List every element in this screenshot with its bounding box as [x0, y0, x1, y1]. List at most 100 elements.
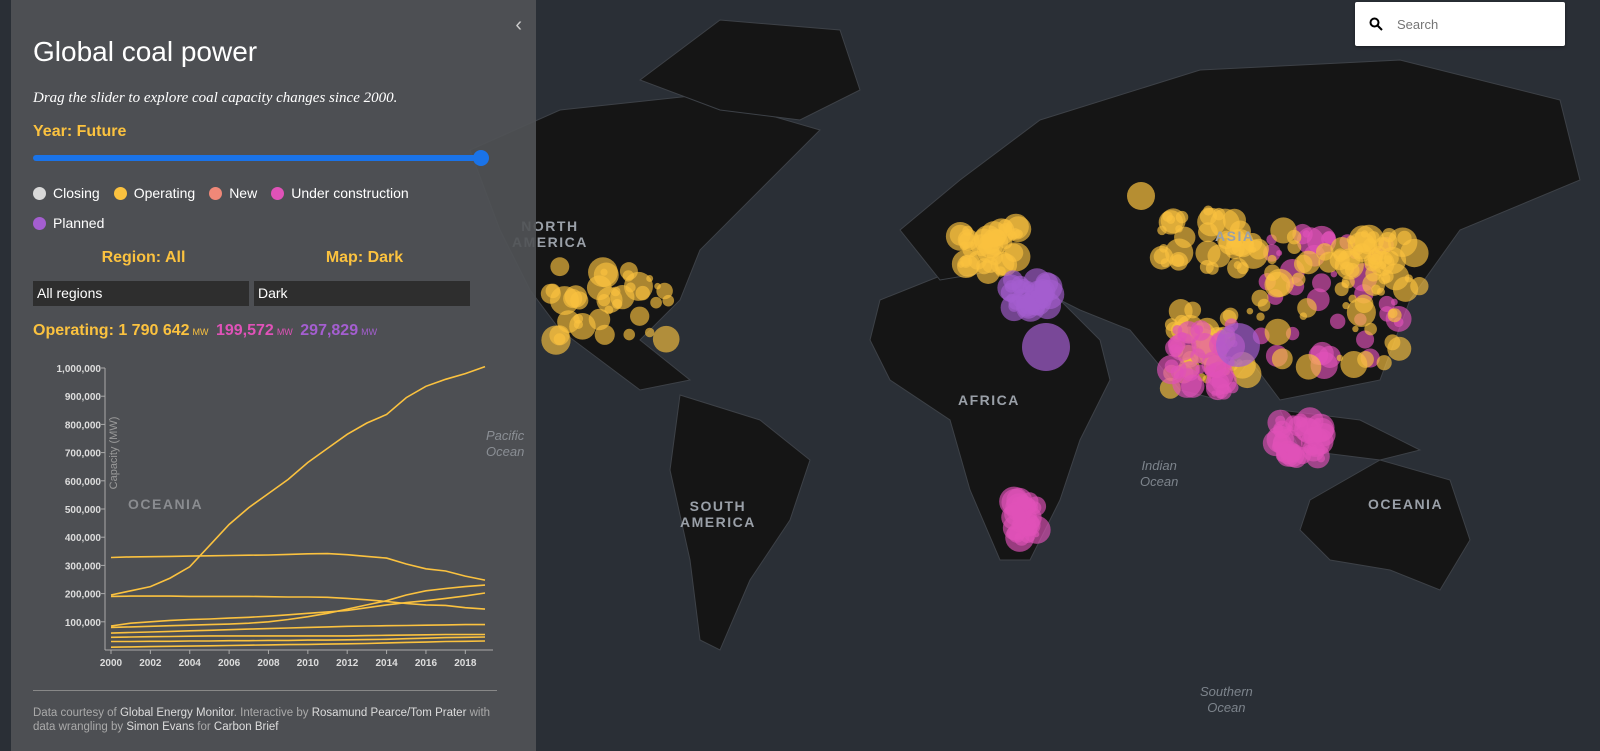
link-simon-evans[interactable]: Simon Evans — [126, 721, 195, 733]
plant-bubble — [1378, 231, 1398, 252]
capacity-stats: Operating: 1 790 642 MW 199,572 MW 297,829… — [33, 322, 378, 339]
construction-value: 199,572 — [215, 322, 274, 339]
y-tick-label: 700,000 — [65, 449, 102, 460]
plant-bubble — [1014, 530, 1030, 546]
plant-bubble — [1271, 348, 1293, 370]
link-carbon-brief[interactable]: Carbon Brief — [213, 721, 279, 733]
plant-bubble — [1267, 254, 1277, 265]
dot-icon — [209, 186, 223, 200]
x-tick-label: 2012 — [336, 658, 359, 669]
plant-bubble — [652, 325, 680, 353]
link-global-energy-monitor[interactable]: Global Energy Monitor — [119, 707, 234, 719]
series-line-6 — [110, 633, 485, 639]
plant-bubble — [1216, 323, 1260, 367]
x-tick-label: 2004 — [179, 658, 202, 669]
series-line-5 — [110, 623, 485, 634]
y-tick-label: 800,000 — [65, 420, 102, 431]
plant-bubble — [1022, 281, 1035, 293]
dot-icon — [33, 216, 46, 230]
search-icon — [1369, 17, 1383, 31]
plant-bubble — [623, 271, 653, 301]
series-line-0 — [110, 365, 486, 596]
plant-bubble — [1348, 294, 1357, 303]
plant-bubble — [1194, 325, 1204, 335]
x-tick-label: 2002 — [139, 658, 162, 669]
plant-bubble — [1295, 354, 1322, 380]
plant-bubble — [1168, 299, 1193, 323]
dot-icon — [33, 186, 46, 200]
plant-bubble — [1364, 322, 1377, 336]
dot-icon — [113, 186, 127, 200]
x-tick-label: 2006 — [218, 658, 241, 669]
plant-bubble — [1273, 420, 1292, 439]
subtitle: Drag the slider to explore coal capacity… — [33, 90, 398, 106]
y-tick-label: 200,000 — [65, 590, 102, 601]
label-southern-ocean: Southern Ocean — [1200, 684, 1253, 715]
plant-bubble — [1299, 312, 1308, 320]
legend-new: New — [209, 185, 257, 201]
region-select[interactable]: All regions — [33, 281, 249, 306]
y-tick-label: 900,000 — [65, 392, 102, 403]
plant-bubble — [998, 222, 1013, 237]
plant-bubble — [557, 310, 580, 333]
slider-thumb[interactable] — [473, 150, 489, 166]
plant-bubble — [1238, 239, 1269, 269]
x-tick-label: 2010 — [297, 658, 320, 669]
region-label: Region: All — [101, 249, 186, 266]
legend-closing: Closing — [33, 185, 100, 201]
plant-bubble — [1174, 226, 1196, 249]
plant-bubble — [1329, 313, 1346, 330]
plant-bubble — [976, 260, 1000, 284]
label-oceania: OCEANIA — [1368, 496, 1444, 512]
plant-bubble — [1199, 207, 1218, 225]
plant-bubble — [1149, 245, 1174, 270]
y-tick-label: 100,000 — [65, 618, 102, 629]
plant-bubble — [1003, 270, 1023, 291]
x-tick-label: 2018 — [454, 658, 477, 669]
plant-bubble — [1264, 264, 1281, 281]
plant-bubble — [957, 261, 965, 268]
land — [669, 394, 811, 651]
map-style-select[interactable]: Dark — [254, 281, 470, 306]
legend-planned: Planned — [33, 215, 104, 231]
legend-under-construction: Under construction — [271, 185, 409, 201]
plant-bubble — [1293, 254, 1313, 274]
plant-bubble — [1291, 272, 1306, 287]
info-panel: ‹ Global coal power Drag the slider to e… — [11, 0, 536, 751]
year-label: Year: Future — [33, 123, 127, 140]
plant-bubble — [594, 324, 615, 345]
year-slider[interactable] — [33, 150, 489, 166]
plant-bubble — [650, 296, 662, 309]
plant-bubble — [646, 275, 654, 282]
plant-bubble — [1284, 444, 1303, 463]
plant-bubble — [1340, 261, 1355, 276]
plant-bubble — [1312, 273, 1332, 293]
series-line-3 — [110, 584, 486, 629]
page-title: Global coal power — [33, 36, 258, 67]
plant-bubble — [1233, 261, 1242, 270]
search-box[interactable] — [1355, 2, 1565, 46]
dot-icon — [271, 186, 285, 200]
x-tick-label: 2016 — [415, 658, 438, 669]
label-africa: AFRICA — [958, 392, 1020, 408]
plant-bubble — [1127, 182, 1155, 210]
plant-bubble — [654, 282, 661, 290]
capacity-chart: 100,000 200,000 300,000 400,000 500,000 600,0… — [57, 364, 493, 669]
plant-bubble — [1275, 449, 1288, 462]
plant-bubble — [593, 262, 619, 288]
collapse-panel-button[interactable]: ‹ — [515, 14, 522, 36]
plant-bubble — [1195, 240, 1221, 266]
plant-bubble — [951, 249, 981, 279]
plant-bubble — [1287, 240, 1302, 254]
credits: Data courtesy of Global Energy Monitor. … — [33, 690, 497, 734]
x-tick-label: 2008 — [257, 658, 280, 669]
x-tick-label: 2014 — [375, 658, 398, 669]
search-input[interactable] — [1397, 16, 1547, 32]
plant-bubble — [962, 241, 979, 258]
plant-bubble — [1172, 324, 1183, 335]
plant-bubble — [1022, 509, 1037, 525]
link-authors[interactable]: Rosamund Pearce/Tom Prater — [311, 707, 467, 719]
plant-bubble — [1302, 230, 1311, 238]
plant-bubble — [1352, 325, 1359, 333]
plant-bubble — [630, 306, 650, 326]
